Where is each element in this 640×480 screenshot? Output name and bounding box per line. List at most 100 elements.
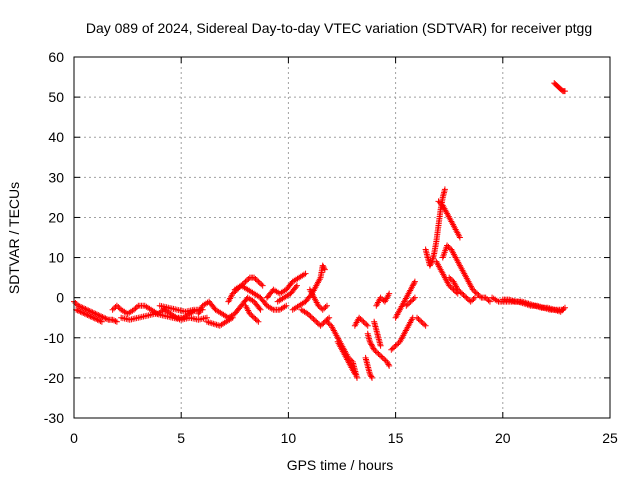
data-point — [378, 353, 385, 360]
data-point — [113, 302, 120, 309]
data-point — [132, 305, 139, 312]
data-point — [461, 293, 468, 300]
data-point — [93, 316, 100, 323]
data-point — [561, 304, 568, 311]
data-point — [475, 291, 482, 298]
y-tick-label: -20 — [44, 370, 64, 386]
data-point — [98, 313, 105, 320]
data-point — [561, 88, 568, 95]
data-point — [379, 354, 386, 361]
data-point — [384, 358, 391, 365]
data-point — [320, 320, 327, 327]
data-point — [351, 370, 358, 377]
data-point — [93, 311, 100, 318]
data-point — [109, 306, 116, 313]
y-tick-label: -10 — [44, 330, 64, 346]
data-point — [83, 311, 90, 318]
data-point — [436, 199, 443, 206]
data-point — [91, 315, 98, 322]
data-point — [242, 278, 249, 285]
data-point — [366, 338, 373, 345]
data-point — [302, 270, 309, 277]
data-point — [86, 312, 93, 319]
data-point — [368, 341, 375, 348]
data-point — [81, 305, 88, 312]
data-point — [463, 294, 470, 301]
data-point — [384, 360, 391, 367]
data-point — [361, 320, 368, 327]
data-point — [229, 314, 236, 321]
data-point — [359, 317, 366, 324]
data-point — [403, 302, 410, 309]
data-point — [259, 282, 266, 289]
data-point — [476, 293, 483, 300]
data-point — [471, 294, 478, 301]
data-point — [457, 289, 464, 296]
data-point — [131, 306, 138, 313]
data-point — [323, 302, 330, 309]
data-point — [115, 304, 122, 311]
data-point — [252, 275, 259, 282]
data-point — [85, 307, 92, 314]
data-point — [316, 304, 323, 311]
data-point — [84, 312, 91, 319]
data-point — [418, 318, 425, 325]
data-point — [471, 287, 478, 294]
data-point — [369, 342, 376, 349]
data-point — [306, 312, 313, 319]
data-point — [484, 296, 491, 303]
data-point — [98, 318, 105, 325]
data-point — [357, 316, 364, 323]
data-point — [243, 277, 250, 284]
data-point — [386, 362, 393, 369]
data-point — [354, 374, 361, 381]
data-point — [311, 317, 318, 324]
data-point — [446, 282, 453, 289]
data-point — [253, 277, 260, 284]
data-point — [467, 298, 474, 305]
data-point — [109, 316, 116, 323]
data-point — [375, 350, 382, 357]
x-tick-label: 0 — [70, 430, 78, 446]
data-point — [89, 309, 96, 316]
data-point — [292, 283, 299, 290]
x-axis-title: GPS time / hours — [287, 457, 394, 473]
data-point — [317, 322, 324, 329]
data-point — [389, 345, 396, 352]
y-tick-label: 60 — [48, 49, 64, 65]
data-point — [90, 314, 97, 321]
data-point — [441, 186, 448, 193]
data-point — [72, 300, 79, 307]
data-point — [464, 296, 471, 303]
data-point — [95, 312, 102, 319]
plot-frame — [73, 56, 611, 419]
data-point — [310, 316, 317, 323]
grid-lines — [74, 57, 610, 418]
data-point — [96, 312, 103, 319]
data-point — [326, 314, 333, 321]
data-point — [251, 314, 258, 321]
data-point — [307, 313, 314, 320]
data-point — [411, 279, 418, 286]
data-point — [319, 306, 326, 313]
data-point — [369, 344, 376, 351]
data-point — [103, 316, 110, 323]
y-tick-label: 20 — [48, 209, 64, 225]
data-point — [411, 278, 418, 285]
data-point — [411, 294, 418, 301]
data-point — [325, 320, 332, 327]
data-point — [102, 315, 109, 322]
data-point — [366, 370, 373, 377]
y-tick-label: 30 — [48, 169, 64, 185]
data-point — [374, 349, 381, 356]
data-point — [445, 243, 452, 250]
data-point — [91, 310, 98, 317]
data-point — [391, 344, 398, 351]
data-point — [560, 306, 567, 313]
data-point — [321, 305, 328, 312]
data-point — [421, 321, 428, 328]
data-point — [460, 291, 467, 298]
data-point — [283, 302, 290, 309]
data-point — [314, 320, 321, 327]
data-point — [99, 314, 106, 321]
